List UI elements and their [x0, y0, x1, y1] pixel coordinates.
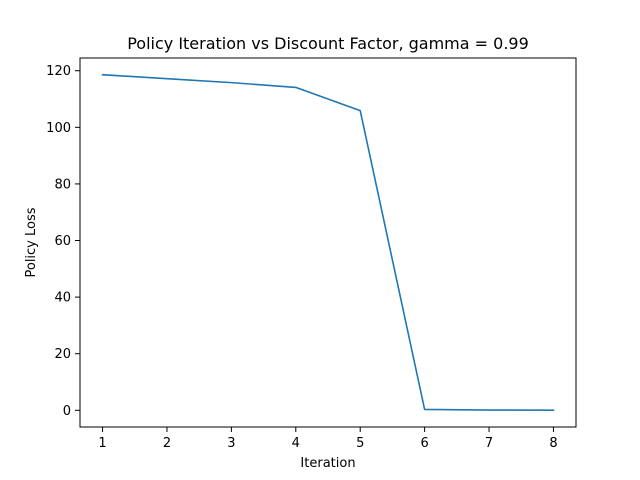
- y-tick-label: 40: [54, 291, 71, 306]
- policy-loss-line: [101, 73, 555, 411]
- x-axis-label: Iteration: [300, 456, 355, 471]
- x-tick-label: 1: [98, 436, 106, 451]
- x-tick-label: 3: [227, 436, 235, 451]
- plot-area-frame: [79, 57, 577, 428]
- x-tick-label: 4: [292, 436, 300, 451]
- x-axis-ticks: 1 2 3 4 5 6 7 8: [98, 427, 558, 451]
- y-tick-label: 80: [54, 177, 71, 192]
- x-tick-label: 2: [163, 436, 171, 451]
- chart-title: Policy Iteration vs Discount Factor, gam…: [127, 34, 529, 53]
- y-tick-label: 20: [54, 347, 71, 362]
- y-tick-label: 60: [54, 234, 71, 249]
- y-tick-label: 120: [46, 64, 71, 79]
- x-tick-label: 7: [485, 436, 493, 451]
- y-tick-label: 100: [46, 121, 71, 136]
- x-tick-label: 8: [549, 436, 557, 451]
- x-tick-label: 6: [420, 436, 428, 451]
- y-axis-label: Policy Loss: [24, 207, 39, 277]
- x-tick-label: 5: [356, 436, 364, 451]
- y-tick-label: 0: [63, 404, 71, 419]
- y-axis-ticks: 0 20 40 60 80 100 120: [46, 64, 80, 419]
